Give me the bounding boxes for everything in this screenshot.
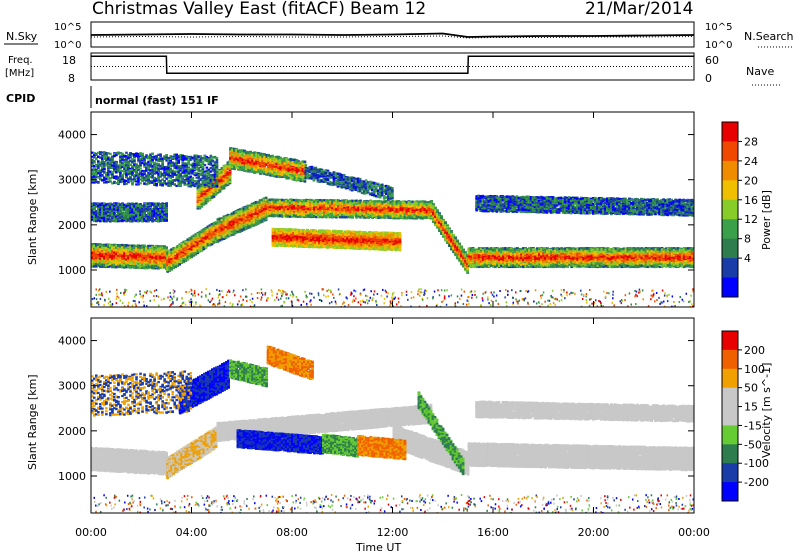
cpid-label: CPID xyxy=(6,92,35,105)
freq-label: Freq. xyxy=(8,55,33,66)
nsearch-tick-top: 10^5 xyxy=(705,22,732,33)
freq-tick-bottom: 8 xyxy=(68,72,75,85)
date-label: 21/Mar/2014 xyxy=(585,0,693,19)
freq-series-group xyxy=(91,56,694,73)
nsky-tick-top: 10^5 xyxy=(54,22,81,33)
power-data-cell xyxy=(165,246,168,248)
nave-tick-bottom: 0 xyxy=(705,72,712,85)
nsky-label: N.Sky xyxy=(6,30,38,43)
nave-tick-top: 60 xyxy=(705,54,719,67)
nsky-series-group xyxy=(91,34,694,39)
freq-tick-top: 18 xyxy=(62,54,76,67)
cpid-text: normal (fast) 151 IF xyxy=(95,94,219,107)
nsearch-tick-bottom: 10^0 xyxy=(705,40,732,51)
power-heatmap xyxy=(91,147,696,308)
nave-label: Nave xyxy=(746,65,774,78)
freq-unit: [MHz] xyxy=(5,68,34,79)
beam-label: Beam 12 xyxy=(350,0,426,19)
series-freq-line xyxy=(91,56,694,73)
nsearch-label: N.Search xyxy=(744,30,794,43)
station-title: Christmas Valley East (fitACF) xyxy=(92,0,345,19)
nsky-tick-bottom: 10^0 xyxy=(54,40,81,51)
